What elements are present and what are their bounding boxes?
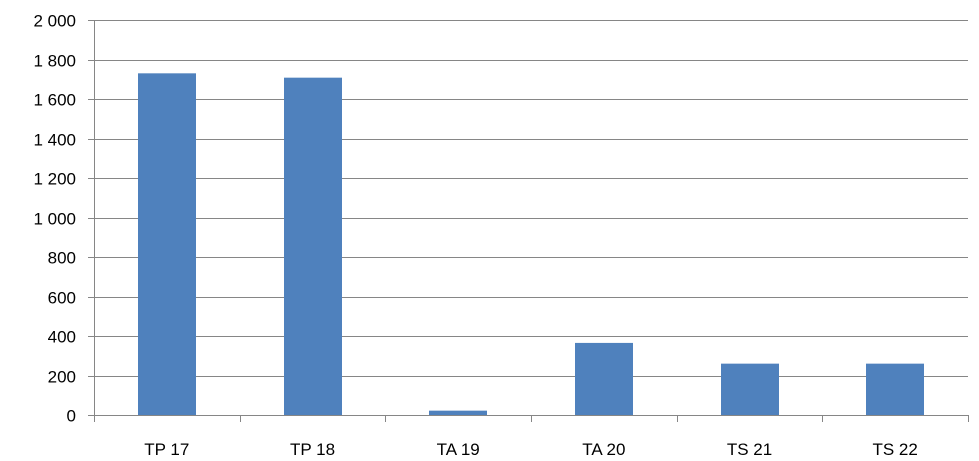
- gridlines: [94, 20, 968, 377]
- bar-ts-21: [721, 363, 779, 415]
- x-category-label: TS 22: [872, 440, 917, 459]
- x-category-label: TA 19: [437, 440, 480, 459]
- bar-ts-22: [866, 363, 924, 415]
- bar-ta-20: [575, 342, 633, 415]
- bar-ta-19: [429, 410, 487, 415]
- x-category-label: TS 21: [727, 440, 772, 459]
- y-tick-label: 200: [48, 368, 76, 387]
- x-category-label: TA 20: [582, 440, 625, 459]
- y-tick-label: 1 000: [33, 210, 76, 229]
- axes: [88, 20, 969, 422]
- bars: [138, 73, 924, 416]
- y-tick-labels: 0 200 400 600 800 1 000 1 200 1 400 1 600 1 800 2 …: [33, 12, 76, 426]
- bar-tp-18: [284, 77, 342, 416]
- y-tick-label: 2 000: [33, 12, 76, 31]
- y-tick-label: 1 400: [33, 131, 76, 150]
- y-tick-label: 1 600: [33, 91, 76, 110]
- y-tick-label: 1 200: [33, 170, 76, 189]
- x-category-label: TP 18: [290, 440, 335, 459]
- y-tick-label: 0: [67, 407, 76, 426]
- x-category-labels: TP 17 TP 18 TA 19 TA 20 TS 21 TS 22: [144, 440, 918, 459]
- y-tick-label: 600: [48, 289, 76, 308]
- y-tick-label: 400: [48, 328, 76, 347]
- y-tick-label: 1 800: [33, 52, 76, 71]
- bar-tp-17: [138, 73, 196, 415]
- y-tick-label: 800: [48, 249, 76, 268]
- x-category-label: TP 17: [144, 440, 189, 459]
